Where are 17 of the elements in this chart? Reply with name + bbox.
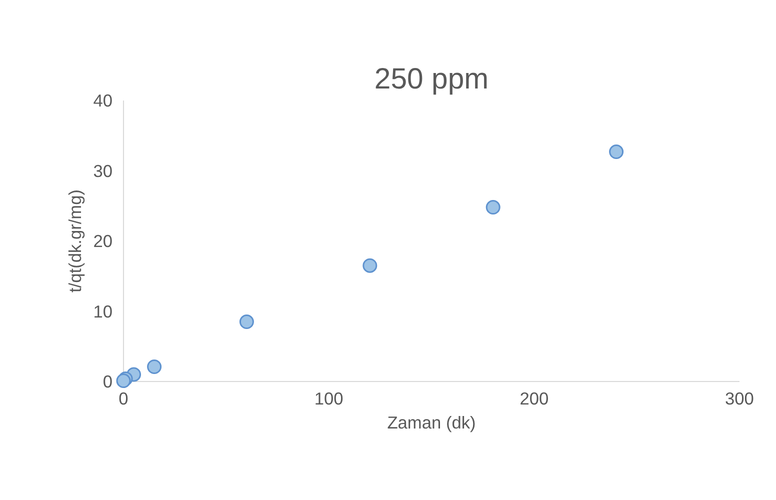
point: [147, 360, 162, 374]
x-tick-label: 100: [314, 388, 344, 408]
point: [239, 314, 254, 330]
y-axis-title: t/qt(dk.gr/mg): [65, 189, 86, 293]
x-tick-label: 300: [725, 388, 754, 408]
x-axis-title: Zaman (dk): [387, 412, 476, 432]
y-tick-label: 0: [102, 372, 113, 392]
x-tick-label: 200: [520, 388, 549, 408]
y-tick-label: 30: [93, 160, 113, 181]
chart-title: 250 ppm: [374, 62, 489, 96]
y-tick-label: 40: [93, 90, 113, 110]
y-tick-label: 20: [93, 231, 113, 251]
point: [362, 258, 378, 273]
point: [609, 144, 624, 160]
y-tick-label: 10: [93, 301, 113, 322]
x-tick-label: 0: [118, 388, 128, 408]
point: [486, 200, 500, 215]
